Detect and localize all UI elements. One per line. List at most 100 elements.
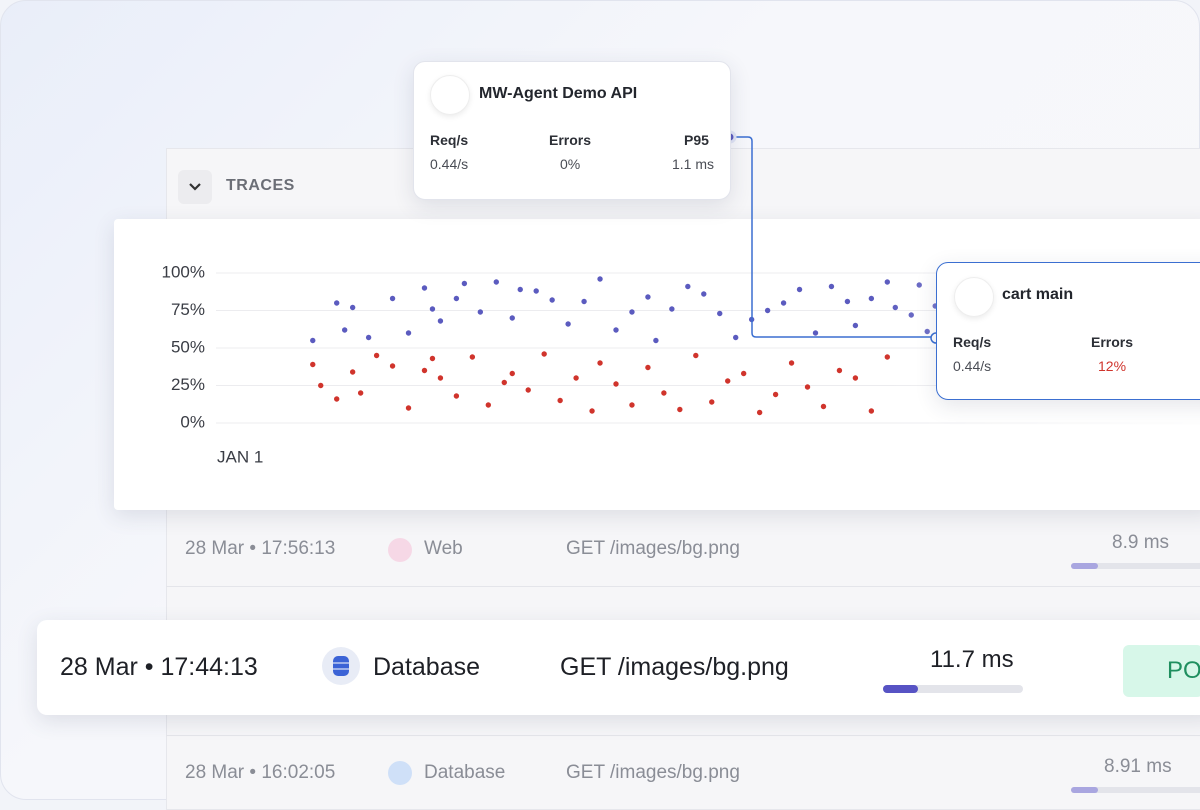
status-badge: PO [1123,645,1200,697]
point [389,363,396,369]
point [645,294,651,300]
point [357,390,364,396]
point [437,375,444,381]
row-time: 28 Mar • 17:56:13 [185,538,336,559]
duration-bar [1071,787,1098,793]
point [645,364,651,371]
row-time: 28 Mar • 16:02:05 [185,762,336,783]
point [725,378,731,384]
point [669,306,675,312]
row-time: 28 Mar • 17:44:13 [60,653,258,681]
row-request: GET /images/bg.png [566,538,740,559]
point [334,300,340,306]
point [868,295,875,302]
point [740,370,747,377]
point [573,375,579,381]
point [405,330,412,336]
metric-value: 12% [1098,358,1127,374]
traces-title: TRACES [226,177,295,194]
point [493,279,499,285]
point [677,406,683,413]
point [685,283,691,290]
point [629,309,635,315]
point [310,361,316,368]
point [509,315,515,321]
point [501,379,507,386]
java-icon [430,75,470,115]
point [581,298,587,305]
point [820,403,827,410]
highlight-row[interactable] [37,620,1200,715]
point [365,334,372,341]
point [318,382,324,389]
row-request: GET /images/bg.png [566,762,740,783]
point [733,334,739,341]
service-name: MW-Agent Demo API [479,85,638,102]
point [421,285,428,291]
point [701,291,707,297]
point [349,304,356,311]
collapse-button[interactable] [178,170,212,204]
point [796,286,803,293]
point [541,351,547,357]
row-divider [166,735,1200,736]
x-tick-label: JAN 1 [217,447,263,466]
point [589,408,595,414]
duration-bar [883,685,919,693]
row-service: Database [373,653,481,681]
point [453,295,460,302]
point [421,367,428,374]
row-duration: 11.7 ms [930,646,1014,673]
y-tick-label: 100% [162,262,205,281]
metric-value: 0% [560,156,581,172]
duration-track [1071,787,1200,793]
point [509,370,515,377]
point [836,367,843,374]
point [693,352,699,359]
row-duration: 8.9 ms [1112,532,1170,553]
point [764,307,771,314]
service-name: cart main [1002,286,1074,303]
point [828,283,835,290]
point [597,360,603,366]
y-tick-label: 50% [171,337,205,356]
point [469,354,476,360]
point [334,396,340,402]
point [341,327,348,333]
point [868,408,875,414]
row-duration: 8.91 ms [1104,756,1172,777]
point [437,318,444,324]
web-icon [388,538,412,562]
point [756,409,763,416]
point [629,402,635,408]
point [780,300,787,306]
point [565,321,571,327]
point [613,381,619,387]
point [485,402,492,408]
point [597,276,603,282]
point [310,337,316,344]
point [852,322,859,329]
point [844,298,851,305]
point [349,369,356,375]
point [517,286,523,293]
point [453,393,460,399]
duration-track [1071,563,1200,569]
point [429,355,436,362]
point [477,309,484,315]
row-request: GET /images/bg.png [560,653,789,681]
metric-label: Req/s [953,334,992,350]
database-glyph [333,656,349,676]
point [804,384,811,390]
row-divider [166,586,1200,587]
point [812,330,819,336]
point [772,391,779,398]
point [852,375,859,381]
duration-bar [1071,563,1098,569]
point [405,405,412,411]
point [373,352,380,359]
y-tick-label: 25% [171,375,205,394]
point [613,327,619,333]
metric-value: 1.1 ms [672,156,715,172]
point [525,387,531,393]
